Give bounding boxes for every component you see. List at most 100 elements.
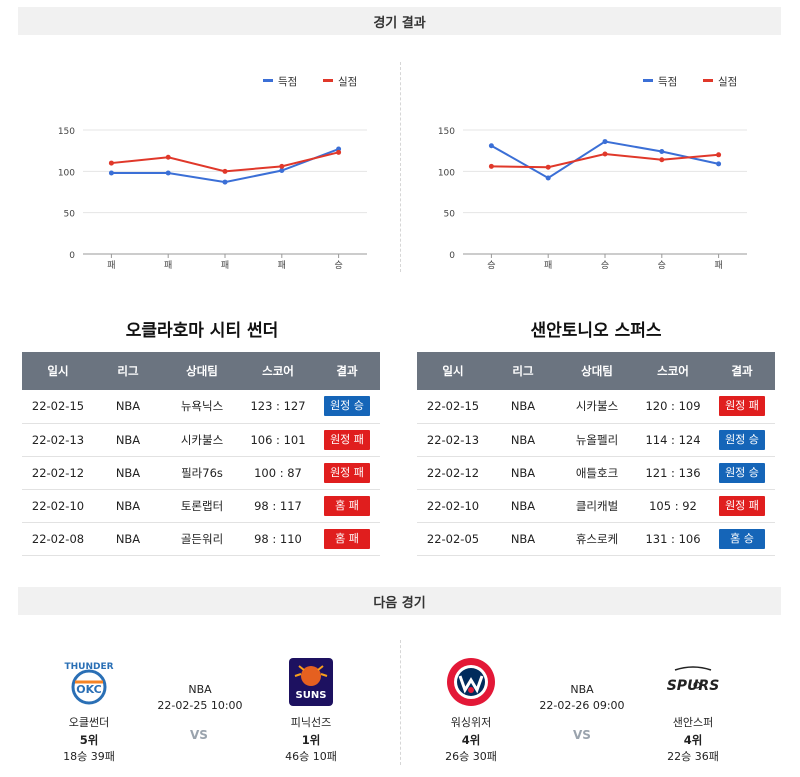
game-result-cell: 원정 승 bbox=[709, 423, 775, 457]
game-league: NBA bbox=[94, 456, 162, 490]
team-rank: 5위 bbox=[79, 733, 99, 747]
team-record: 26승 30패 bbox=[445, 750, 497, 763]
game-result-cell: 홈 승 bbox=[709, 522, 775, 556]
game-score: 98 : 110 bbox=[242, 522, 314, 556]
team-rank: 4위 bbox=[683, 733, 703, 747]
col-date: 일시 bbox=[22, 352, 94, 390]
game-league: NBA bbox=[94, 522, 162, 556]
wizards-logo-icon bbox=[445, 656, 497, 708]
game-result-cell: 원정 패 bbox=[709, 390, 775, 424]
game-opponent: 필라76s bbox=[162, 456, 242, 490]
data-point bbox=[279, 168, 285, 174]
team2-score-chart: 150 100 50 0 승 패 승 승 패 득점 실점 bbox=[435, 62, 755, 277]
game-opponent: 애틀호크 bbox=[557, 456, 637, 490]
data-point bbox=[108, 160, 114, 166]
table-row: 22-02-15 NBA 뉴욕닉스 123 : 127 원정 승 bbox=[22, 390, 380, 424]
y-tick-label: 150 bbox=[438, 127, 455, 137]
game-opponent: 뉴올펠리 bbox=[557, 423, 637, 457]
data-point bbox=[222, 179, 228, 185]
y-tick-label: 50 bbox=[64, 210, 76, 220]
result-badge: 원정 승 bbox=[324, 396, 370, 417]
col-result: 결과 bbox=[314, 352, 380, 390]
game-opponent: 클리캐벌 bbox=[557, 489, 637, 523]
game-date: 22-02-13 bbox=[417, 423, 489, 457]
x-tick-label: 패 bbox=[107, 260, 115, 271]
game-score: 106 : 101 bbox=[242, 423, 314, 457]
results-section-header: 경기 결과 bbox=[18, 7, 781, 35]
team-rank: 4위 bbox=[461, 733, 481, 747]
game-result-cell: 원정 승 bbox=[709, 456, 775, 490]
suns-logo-icon: SUNS bbox=[285, 656, 337, 708]
table-row: 22-02-10 NBA 클리캐벌 105 : 92 원정 패 bbox=[417, 489, 775, 523]
game-league: NBA bbox=[489, 390, 557, 424]
col-score: 스코어 bbox=[242, 352, 314, 390]
chart-svg: 150 100 50 0 승 패 승 승 패 득점 실점 bbox=[438, 76, 747, 271]
game-result-cell: 홈 패 bbox=[314, 489, 380, 523]
y-tick-label: 150 bbox=[58, 127, 75, 137]
game-date: 22-02-13 bbox=[22, 423, 94, 457]
result-badge: 원정 패 bbox=[719, 396, 765, 417]
team1-score-chart: 150 100 50 0 패 패 패 패 승 득점 실점 bbox=[55, 62, 375, 277]
legend-swatch bbox=[323, 79, 333, 82]
legend-label: 득점 bbox=[658, 76, 677, 88]
data-point bbox=[659, 148, 665, 154]
data-point bbox=[545, 175, 551, 181]
next2-away-team[interactable]: SPURS 샌안스퍼 4위 22승 36패 bbox=[652, 656, 734, 764]
game-result-cell: 홈 패 bbox=[314, 522, 380, 556]
table-row: 22-02-08 NBA 골든워리 98 : 110 홈 패 bbox=[22, 522, 380, 556]
next-games-section-header: 다음 경기 bbox=[18, 587, 781, 615]
game-score: 114 : 124 bbox=[637, 423, 709, 457]
spurs-logo-icon: SPURS bbox=[667, 656, 719, 708]
game-opponent: 휴스로케 bbox=[557, 522, 637, 556]
x-tick-label: 패 bbox=[544, 260, 552, 271]
team-name: 피닉선즈 bbox=[290, 716, 332, 729]
team-name: 워싱위저 bbox=[450, 716, 492, 729]
next-games-divider bbox=[400, 640, 401, 765]
next1-away-team[interactable]: SUNS 피닉선즈 1위 46승 10패 bbox=[270, 656, 352, 764]
data-point bbox=[602, 151, 608, 157]
y-tick-label: 0 bbox=[449, 251, 455, 261]
x-tick-label: 승 bbox=[658, 260, 666, 271]
data-point bbox=[108, 170, 114, 176]
game-date: 22-02-08 bbox=[22, 522, 94, 556]
game-opponent: 시카불스 bbox=[557, 390, 637, 424]
y-tick-label: 50 bbox=[444, 210, 456, 220]
game-date: 22-02-12 bbox=[22, 456, 94, 490]
game-score: 121 : 136 bbox=[637, 456, 709, 490]
data-point bbox=[716, 152, 722, 158]
table-header-row: 일시 리그 상대팀 스코어 결과 bbox=[22, 352, 380, 390]
y-tick-label: 100 bbox=[438, 168, 455, 178]
table-row: 22-02-12 NBA 애틀호크 121 : 136 원정 승 bbox=[417, 456, 775, 490]
svg-text:SUNS: SUNS bbox=[296, 690, 327, 701]
svg-text:THUNDER: THUNDER bbox=[64, 662, 113, 672]
team-record: 46승 10패 bbox=[285, 750, 337, 763]
data-point bbox=[488, 143, 494, 149]
game-score: 123 : 127 bbox=[242, 390, 314, 424]
game-result-cell: 원정 패 bbox=[314, 456, 380, 490]
next1-home-team[interactable]: THUNDER OKC 오클썬더 5위 18승 39패 bbox=[48, 656, 130, 764]
col-date: 일시 bbox=[417, 352, 489, 390]
match-league: NBA bbox=[570, 683, 594, 696]
table-row: 22-02-13 NBA 뉴올펠리 114 : 124 원정 승 bbox=[417, 423, 775, 457]
game-opponent: 토론랩터 bbox=[162, 489, 242, 523]
x-tick-label: 승 bbox=[334, 260, 342, 271]
game-date: 22-02-10 bbox=[22, 489, 94, 523]
team1-title: 오클라호마 시티 썬더 bbox=[125, 321, 279, 341]
next2-home-team[interactable]: 워싱위저 4위 26승 30패 bbox=[430, 656, 512, 764]
game-league: NBA bbox=[94, 423, 162, 457]
x-tick-label: 패 bbox=[221, 260, 229, 271]
col-league: 리그 bbox=[94, 352, 162, 390]
game-league: NBA bbox=[94, 390, 162, 424]
game-league: NBA bbox=[489, 489, 557, 523]
chart-divider bbox=[400, 62, 401, 272]
team-name: 샌안스퍼 bbox=[672, 716, 714, 729]
match-datetime: 22-02-25 10:00 bbox=[157, 699, 243, 712]
data-point bbox=[716, 161, 722, 167]
game-score: 100 : 87 bbox=[242, 456, 314, 490]
result-badge: 홈 패 bbox=[324, 495, 370, 516]
data-point bbox=[279, 163, 285, 169]
legend-label: 득점 bbox=[278, 76, 297, 88]
next-header-label: 다음 경기 bbox=[373, 595, 426, 611]
team1-results-table: 일시 리그 상대팀 스코어 결과 22-02-15 NBA 뉴욕닉스 123 :… bbox=[22, 352, 380, 556]
y-tick-label: 0 bbox=[69, 251, 75, 261]
